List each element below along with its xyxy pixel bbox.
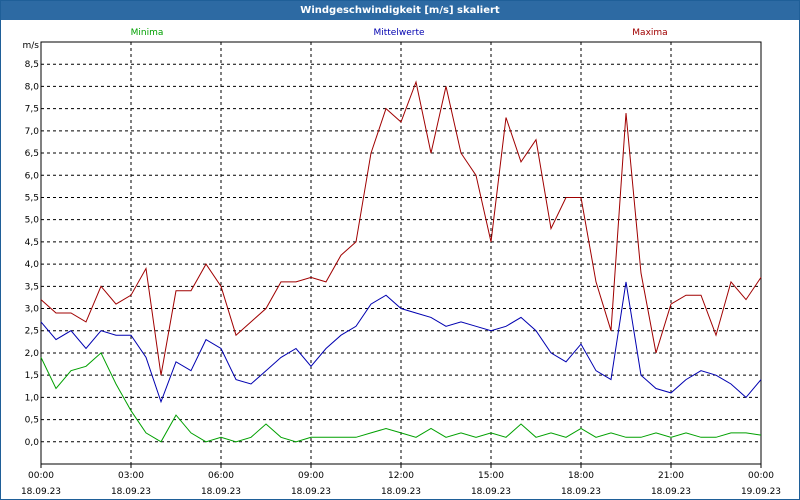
y-tick-label: 0,0 [25,438,40,448]
y-tick-label: 2,0 [25,349,40,359]
x-tick-date-label: 18.09.23 [291,487,331,497]
y-tick-label: 4,0 [25,260,40,270]
y-tick-label: 2,5 [25,327,39,337]
series-line-maxima [40,80,762,376]
x-tick-date-label: 18.09.23 [471,487,511,497]
y-tick-label: 1,0 [25,393,40,403]
x-tick-time-label: 15:00 [478,471,504,481]
y-tick-label: 8,5 [25,60,39,70]
x-tick-date-label: 18.09.23 [111,487,151,497]
y-axis-unit-label: m/s [23,41,40,51]
y-tick-label: 7,0 [25,127,40,137]
x-tick-date-label: 19.09.23 [741,487,781,497]
y-tick-label: 6,0 [25,171,40,181]
x-tick-date-label: 18.09.23 [381,487,421,497]
x-tick-time-label: 12:00 [388,471,414,481]
y-tick-label: 5,5 [25,193,39,203]
x-tick-time-label: 09:00 [298,471,324,481]
legend-label-mittelwerte: Mittelwerte [373,28,424,38]
y-tick-label: 1,5 [25,371,39,381]
x-tick-time-label: 21:00 [658,471,684,481]
y-tick-label: 0,5 [25,416,39,426]
y-tick-label: 3,0 [25,305,40,315]
x-tick-time-label: 06:00 [208,471,234,481]
x-tick-time-label: 03:00 [118,471,144,481]
y-tick-label: 4,5 [25,238,39,248]
series-line-mittelwerte [40,281,762,404]
x-tick-time-label: 00:00 [748,471,774,481]
y-tick-label: 8,0 [25,82,40,92]
x-tick-time-label: 00:00 [28,471,54,481]
y-tick-label: 7,5 [25,105,39,115]
x-tick-date-label: 18.09.23 [561,487,601,497]
y-tick-label: 5,0 [25,216,40,226]
window-title: Windgeschwindigkeit [m/s] skaliert [1,1,799,20]
legend-label-minima: Minima [131,28,164,38]
y-tick-label: 3,5 [25,282,39,292]
x-tick-date-label: 18.09.23 [651,487,691,497]
x-tick-date-label: 18.09.23 [201,487,241,497]
x-tick-time-label: 18:00 [568,471,594,481]
series-line-minima [40,352,762,443]
x-tick-date-label: 18.09.23 [21,487,61,497]
legend-label-maxima: Maxima [632,28,667,38]
y-tick-label: 6,5 [25,149,39,159]
